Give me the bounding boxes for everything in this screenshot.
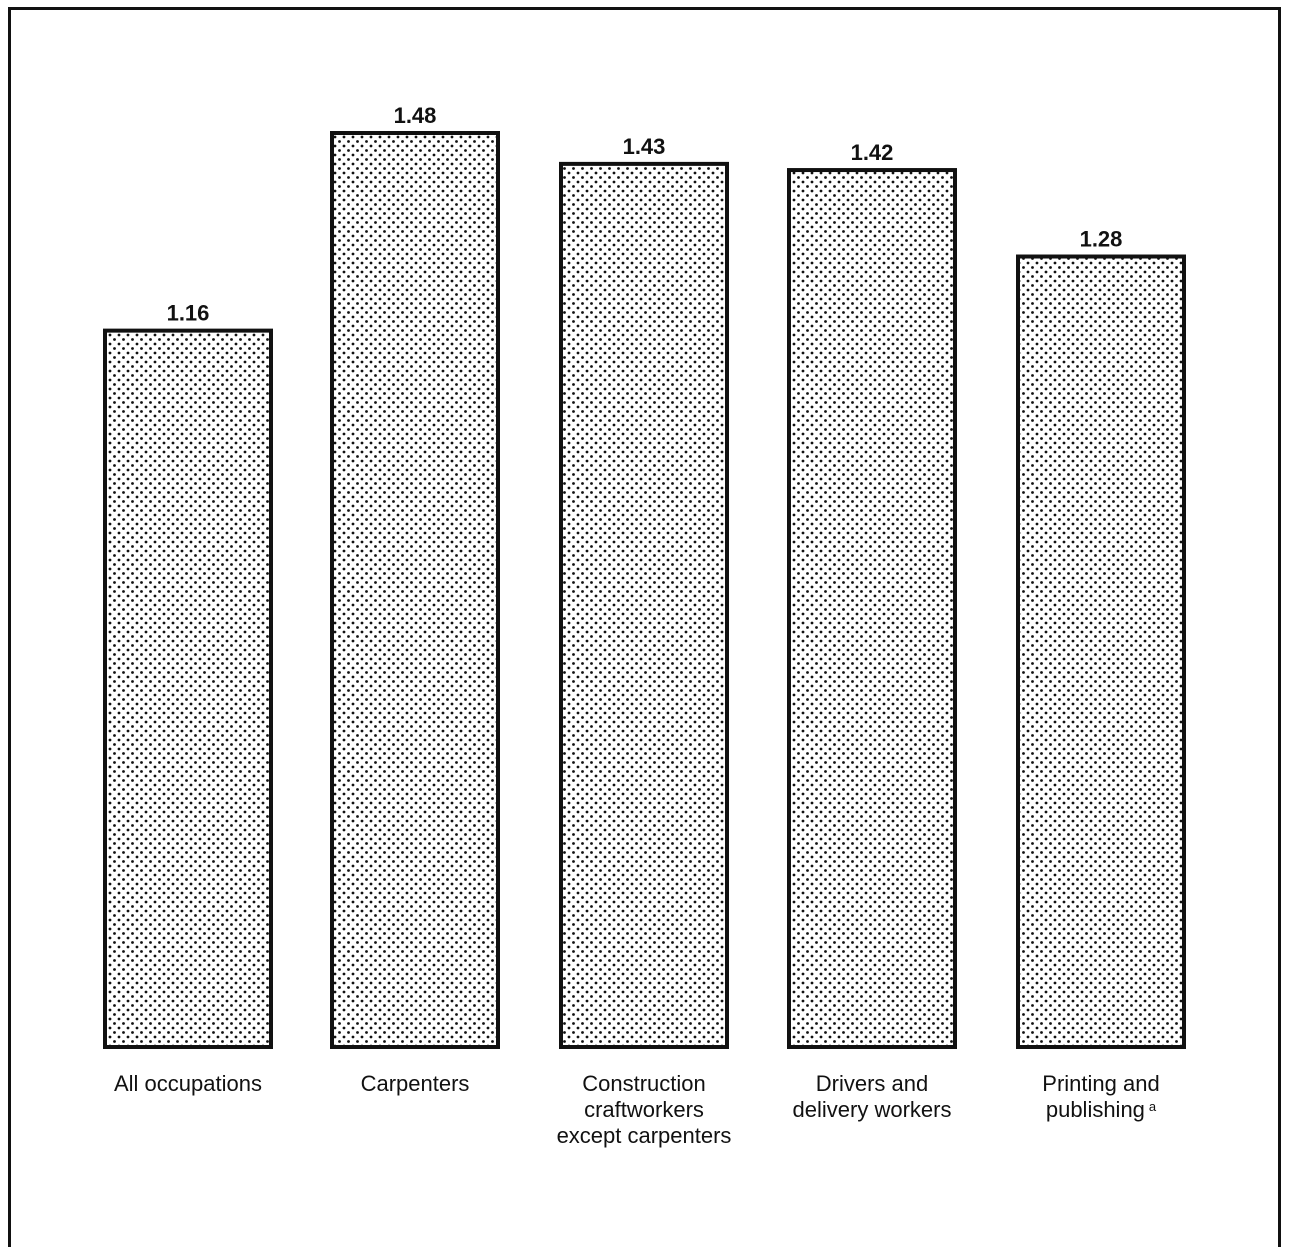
bar-0 [103,328,273,1049]
chart-frame [8,7,1281,1247]
footnote-marker: a [1149,1099,1157,1114]
bar-value-label-0: 1.16 [167,301,210,326]
bar-value-label-3: 1.42 [851,140,894,165]
bar-2 [559,161,729,1050]
category-label-2-line-2: except carpenters [557,1123,732,1148]
category-label-0-line-0: All occupations [114,1071,262,1096]
category-label-4-line-1: publishing a [1046,1097,1157,1122]
bars-layer [103,131,1186,1050]
category-label-3-line-0: Drivers and [816,1071,928,1096]
bar-1 [330,131,500,1049]
labels-layer: 1.16 All occupations 1.48 Carpenters 1.43 Con… [114,103,1160,1148]
category-label-4-line-0: Printing and [1042,1071,1159,1096]
bar-value-label-1: 1.48 [394,103,437,128]
category-label-2-line-0: Construction [582,1071,706,1096]
bar-value-label-4: 1.28 [1080,227,1123,252]
category-label-3-line-1: delivery workers [793,1097,952,1122]
bar-3 [787,168,957,1049]
category-label-1-line-0: Carpenters [361,1071,470,1096]
bar-value-label-2: 1.43 [623,134,666,159]
category-label-2-line-1: craftworkers [584,1097,704,1122]
bar-4 [1016,254,1186,1050]
